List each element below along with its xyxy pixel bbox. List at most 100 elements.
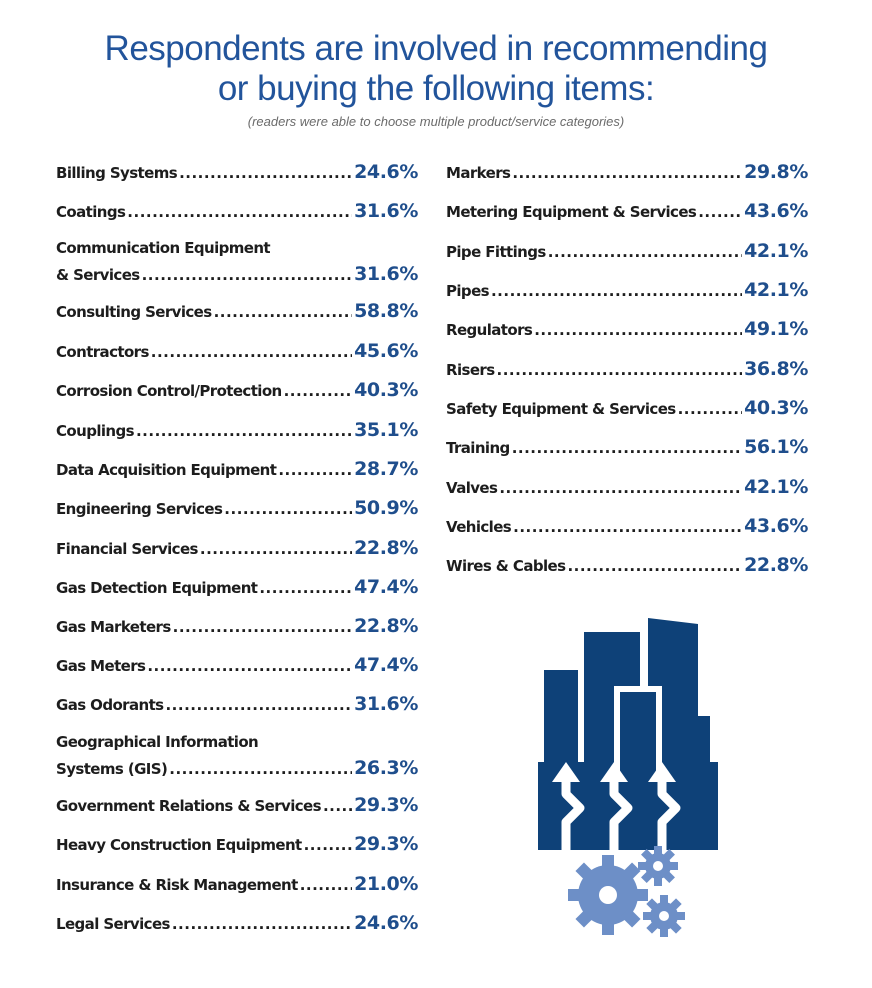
dot-leader (142, 266, 352, 284)
item-percentage: 42.1% (744, 279, 808, 301)
item-percentage: 50.9% (354, 497, 418, 519)
item-label: Vehicles (446, 518, 512, 536)
dot-leader (173, 618, 352, 636)
item-percentage: 29.8% (744, 161, 808, 183)
item-label: Consulting Services (56, 303, 212, 321)
item-percentage: 21.0% (354, 873, 418, 895)
item-label: Data Acquisition Equipment (56, 461, 277, 479)
dot-leader (224, 500, 352, 518)
item-percentage: 47.4% (354, 576, 418, 598)
dot-leader (304, 836, 352, 854)
item-label: Contractors (56, 343, 149, 361)
list-item: Engineering Services 50.9% (56, 497, 418, 521)
dot-leader (678, 400, 742, 418)
list-item: Couplings 35.1% (56, 419, 418, 443)
list-item: Billing Systems 24.6% (56, 161, 418, 185)
item-percentage: 40.3% (354, 379, 418, 401)
list-item: Data Acquisition Equipment 28.7% (56, 458, 418, 482)
list-item: Metering Equipment & Services 43.6% (446, 200, 808, 224)
item-label-line-1: Communication Equipment (56, 239, 271, 257)
dot-leader (278, 461, 352, 479)
list-item: Contractors 45.6% (56, 340, 418, 364)
dot-leader (698, 203, 742, 221)
list-item: Legal Services 24.6% (56, 912, 418, 936)
item-label: Valves (446, 479, 498, 497)
list-item: Gas Marketers 22.8% (56, 615, 418, 639)
item-label: Gas Meters (56, 657, 146, 675)
dot-leader (151, 343, 352, 361)
item-percentage: 43.6% (744, 515, 808, 537)
item-label: Pipe Fittings (446, 243, 546, 261)
item-percentage: 47.4% (354, 654, 418, 676)
item-percentage: 31.6% (354, 263, 418, 285)
item-percentage: 26.3% (354, 757, 418, 779)
item-label: Wires & Cables (446, 557, 566, 575)
list-item: Gas Odorants 31.6% (56, 693, 418, 717)
item-percentage: 43.6% (744, 200, 808, 222)
list-item: Corrosion Control/Protection 40.3% (56, 379, 418, 403)
list-item: Coatings 31.6% (56, 200, 418, 224)
page-title-line-2: or buying the following items: (217, 69, 655, 108)
item-percentage: 49.1% (744, 318, 808, 340)
dot-leader (147, 657, 352, 675)
item-label: Regulators (446, 321, 533, 339)
list-item: Heavy Construction Equipment 29.3% (56, 833, 418, 857)
dot-leader (512, 164, 742, 182)
item-percentage: 42.1% (744, 476, 808, 498)
item-percentage: 22.8% (744, 554, 808, 576)
item-percentage: 24.6% (354, 161, 418, 183)
item-percentage: 58.8% (354, 300, 418, 322)
dot-leader (513, 518, 742, 536)
list-item: Gas Detection Equipment 47.4% (56, 576, 418, 600)
item-percentage: 31.6% (354, 200, 418, 222)
dot-leader (172, 915, 352, 933)
dot-leader (534, 321, 742, 339)
item-label-line-1: Geographical Information (56, 733, 259, 751)
item-label: Billing Systems (56, 164, 178, 182)
item-percentage: 28.7% (354, 458, 418, 480)
item-percentage: 29.3% (354, 794, 418, 816)
item-label: Markers (446, 164, 511, 182)
dot-leader (300, 876, 352, 894)
dot-leader (169, 760, 352, 778)
item-label: Risers (446, 361, 495, 379)
item-percentage: 35.1% (354, 419, 418, 441)
item-label: Insurance & Risk Management (56, 876, 298, 894)
item-percentage: 29.3% (354, 833, 418, 855)
item-percentage: 24.6% (354, 912, 418, 934)
item-label: Couplings (56, 422, 135, 440)
dot-leader (165, 696, 352, 714)
item-label: Coatings (56, 203, 126, 221)
dot-leader (497, 361, 743, 379)
dot-leader (499, 479, 742, 497)
item-label: Corrosion Control/Protection (56, 382, 282, 400)
dot-leader (323, 797, 352, 815)
arrow-heads-icon (552, 762, 676, 782)
list-item: Valves 42.1% (446, 476, 808, 500)
page-title-line-1: Respondents are involved in recommending (104, 29, 768, 68)
list-item: Pipes 42.1% (446, 279, 808, 303)
list-item: Regulators 49.1% (446, 318, 808, 342)
item-percentage: 56.1% (744, 436, 808, 458)
list-item: Training 56.1% (446, 436, 808, 460)
item-label: & Services (56, 266, 140, 284)
item-percentage: 22.8% (354, 537, 418, 559)
list-item: Geographical Information Systems (GIS) 26.… (56, 733, 418, 781)
item-percentage: 45.6% (354, 340, 418, 362)
item-label: Engineering Services (56, 500, 223, 518)
item-percentage: 42.1% (744, 240, 808, 262)
list-item: Insurance & Risk Management 21.0% (56, 873, 418, 897)
item-label: Gas Odorants (56, 696, 164, 714)
buildings-icon (538, 618, 718, 850)
item-label: Legal Services (56, 915, 170, 933)
gears-icon (568, 846, 685, 937)
dot-leader (512, 439, 742, 457)
list-item: Pipe Fittings 42.1% (446, 240, 808, 264)
item-label: Pipes (446, 282, 490, 300)
list-item: Markers 29.8% (446, 161, 808, 185)
list-item: Risers 36.8% (446, 358, 808, 382)
page-subtitle: (readers were able to choose multiple pr… (247, 114, 625, 129)
list-item: Government Relations & Services 29.3% (56, 794, 418, 818)
dot-leader (284, 382, 352, 400)
dot-leader (548, 243, 742, 261)
